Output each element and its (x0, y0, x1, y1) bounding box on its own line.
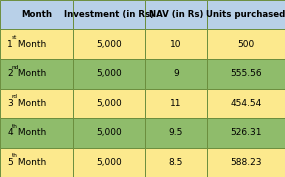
Text: 588.23: 588.23 (230, 158, 262, 167)
Bar (145, 88, 207, 118)
Text: 454.54: 454.54 (230, 99, 261, 108)
Bar (145, 30, 207, 59)
Bar (73, 147, 145, 177)
Text: Month: Month (15, 40, 46, 49)
Text: rd: rd (12, 94, 18, 99)
Text: 10: 10 (170, 40, 182, 49)
Bar (0, 147, 73, 177)
Text: Month: Month (15, 128, 46, 137)
Bar (207, 30, 285, 59)
Text: 8.5: 8.5 (169, 158, 183, 167)
Text: 1: 1 (7, 40, 13, 49)
Text: 2: 2 (7, 69, 13, 78)
Bar (0, 59, 73, 88)
Text: Units purchased: Units purchased (206, 10, 285, 19)
Text: Month: Month (21, 10, 52, 19)
Text: 555.56: 555.56 (230, 69, 262, 78)
Bar (145, 0, 207, 30)
Bar (207, 147, 285, 177)
Text: NAV (in Rs): NAV (in Rs) (149, 10, 203, 19)
Text: Investment (in Rs): Investment (in Rs) (64, 10, 154, 19)
Text: 4: 4 (7, 128, 13, 137)
Text: 9.5: 9.5 (169, 128, 183, 137)
Bar (145, 59, 207, 88)
Bar (73, 30, 145, 59)
Bar (73, 0, 145, 30)
Text: st: st (12, 35, 17, 40)
Bar (145, 147, 207, 177)
Text: 3: 3 (7, 99, 13, 108)
Bar (145, 118, 207, 147)
Text: 5: 5 (7, 158, 13, 167)
Text: 5,000: 5,000 (96, 128, 122, 137)
Text: 5,000: 5,000 (96, 40, 122, 49)
Text: Month: Month (15, 158, 46, 167)
Text: th: th (12, 153, 18, 158)
Text: 526.31: 526.31 (230, 128, 262, 137)
Bar (0, 88, 73, 118)
Bar (0, 118, 73, 147)
Text: 500: 500 (237, 40, 255, 49)
Bar (73, 59, 145, 88)
Text: th: th (12, 124, 18, 129)
Bar (207, 0, 285, 30)
Text: Month: Month (15, 99, 46, 108)
Bar (73, 88, 145, 118)
Text: 11: 11 (170, 99, 182, 108)
Bar (73, 118, 145, 147)
Text: 5,000: 5,000 (96, 158, 122, 167)
Bar (0, 30, 73, 59)
Bar (207, 59, 285, 88)
Bar (207, 118, 285, 147)
Text: Month: Month (15, 69, 46, 78)
Text: 5,000: 5,000 (96, 69, 122, 78)
Text: nd: nd (12, 65, 19, 70)
Text: 5,000: 5,000 (96, 99, 122, 108)
Bar (207, 88, 285, 118)
Bar (0, 0, 73, 30)
Text: 9: 9 (173, 69, 179, 78)
